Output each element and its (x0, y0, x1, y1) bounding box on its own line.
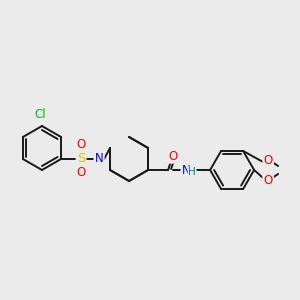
Text: O: O (263, 173, 273, 187)
Text: S: S (77, 152, 85, 166)
Text: O: O (76, 139, 86, 152)
Text: N: N (95, 152, 103, 166)
Text: O: O (263, 154, 273, 166)
Text: Cl: Cl (34, 107, 46, 121)
Text: H: H (188, 167, 196, 177)
Text: O: O (169, 149, 178, 163)
Text: O: O (76, 167, 86, 179)
Text: N: N (182, 164, 190, 176)
